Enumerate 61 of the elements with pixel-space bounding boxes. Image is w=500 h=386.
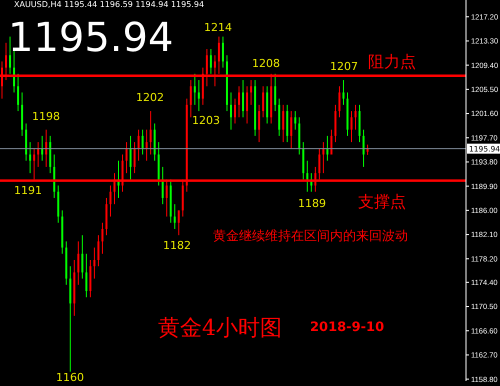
annotation: 1198 [32,110,60,124]
candlestick [242,80,244,118]
candlestick [9,36,12,74]
candlestick [97,234,100,267]
candlestick [342,80,344,106]
annotation: 1191 [14,184,42,198]
text: 黄金4小时图 [158,315,282,343]
candlestick [109,185,112,218]
candlestick [274,73,276,112]
candlestick [150,110,152,156]
ref-line-label: 支撑点 [358,192,406,213]
candlestick [246,86,248,124]
candlestick [238,86,240,118]
candlestick [146,129,148,162]
candlestick [350,110,353,143]
text: 2018-9-10 [310,320,384,335]
candlestick [81,234,84,280]
candlestick [306,160,308,192]
annotation: 1207 [330,60,358,74]
annotation: 1195.94 [8,15,174,61]
annotation: 1208 [252,57,280,70]
candlestick [17,73,20,112]
candlestick [130,135,132,180]
candlestick [93,247,96,280]
candlestick [174,204,176,230]
candlestick [85,253,88,298]
candlestick [190,80,192,118]
annotation: 1202 [136,91,164,104]
candlestick [338,86,340,118]
candlestick [138,129,140,162]
candlestick [45,129,48,168]
annotation: 1214 [204,21,232,34]
candlestick [198,80,200,112]
candlestick [101,222,104,254]
annotation: XAUUSD,H4 1195.44 1196.59 1194.94 1195.94 [14,0,204,10]
annotation: 1189 [298,197,326,210]
annotation: 黄金继续维持在区间内的来回波动 [213,229,408,244]
candlestick [77,240,80,286]
candlestick [178,210,180,236]
candlestick [366,144,369,156]
candlestick [142,129,144,156]
candlestick [230,92,232,130]
candlestick [262,86,264,118]
annotation: 1160 [56,371,84,384]
annotation: 1203 [192,114,220,128]
candlestick [134,142,136,174]
annotation: 1182 [163,239,191,252]
candlestick [234,98,236,124]
candlestick [222,36,224,68]
candlestick [258,104,260,143]
candlestick [294,110,296,130]
candlestick [126,142,128,174]
candlestick [290,110,292,149]
ref-line-label: 阻力点 [368,52,416,73]
candlestick [194,73,196,106]
candlestick [354,104,357,130]
candlestick [210,48,212,74]
candlestick [362,129,365,168]
candlestick [29,142,32,174]
candlestick [282,104,284,143]
candlestick [250,80,252,106]
